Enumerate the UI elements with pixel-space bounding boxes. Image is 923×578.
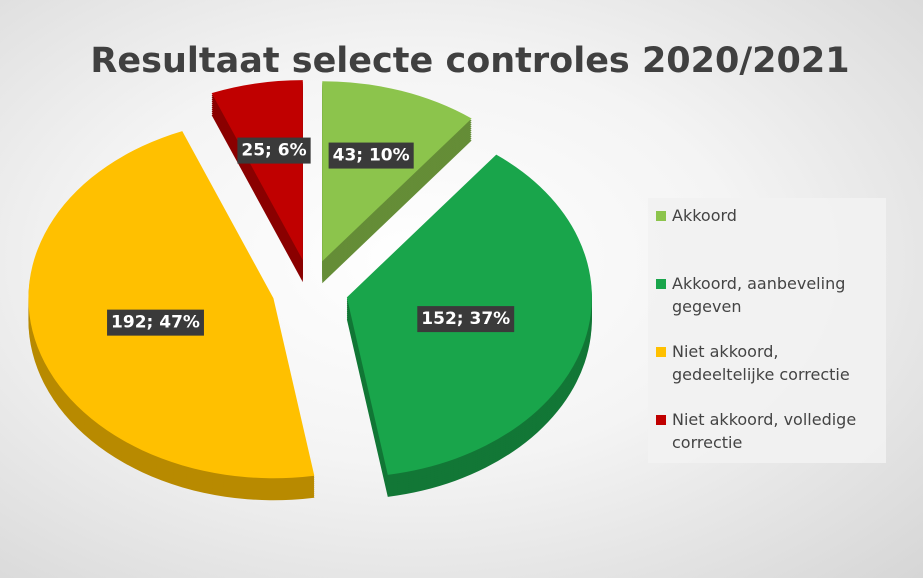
legend-swatch (656, 415, 666, 425)
label-bg (237, 137, 311, 164)
label-bg (328, 142, 414, 169)
legend-swatch (656, 279, 666, 289)
legend-swatch (656, 347, 666, 357)
slice (28, 131, 315, 479)
legend-entry: Niet akkoord, volledige correctie (656, 408, 878, 476)
data-label: 152; 37% (421, 309, 510, 329)
chart-title: Resultaat selecte controles 2020/2021 (90, 41, 849, 81)
legend-swatch (656, 211, 666, 221)
legend-label: Niet akkoord, volledige correctie (672, 410, 857, 452)
slice (322, 81, 472, 284)
slice (322, 81, 472, 262)
data-label: 192; 47% (111, 313, 200, 333)
legend-entry: Niet akkoord, gedeeltelijke correctie (656, 340, 878, 408)
label-bg (417, 306, 515, 333)
slice (211, 80, 303, 261)
slice (211, 80, 303, 283)
legend: Akkoord Akkoord, aanbeveling gegeven Niet … (648, 198, 886, 463)
legend-label: Akkoord, aanbeveling gegeven (672, 274, 846, 316)
data-label: 43; 10% (333, 146, 410, 166)
label-bg (107, 309, 204, 336)
data-label: 25; 6% (241, 141, 306, 161)
legend-label: Akkoord (672, 206, 737, 225)
legend-entry: Akkoord (656, 204, 878, 272)
legend-label: Niet akkoord, gedeeltelijke correctie (672, 342, 850, 384)
legend-entry: Akkoord, aanbeveling gegeven (656, 272, 878, 340)
